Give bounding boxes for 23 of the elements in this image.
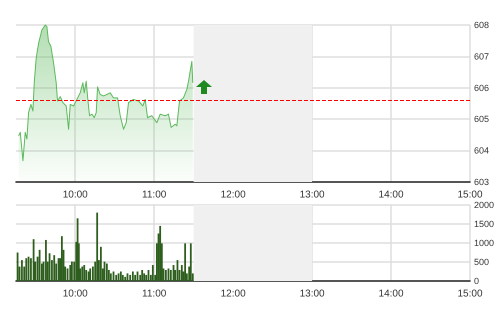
- y-tick-label: 500: [474, 257, 490, 267]
- y-tick-label: 2000: [474, 200, 494, 210]
- y-tick-label: 607: [474, 51, 490, 62]
- y-tick-label: 605: [474, 114, 490, 124]
- y-tick-label: 0: [474, 276, 480, 286]
- x-tick-label: 12:00: [220, 288, 246, 300]
- x-tick-label: 10:00: [62, 288, 88, 300]
- x-tick-label: 14:00: [378, 190, 404, 200]
- x-tick-label: 15:00: [457, 288, 483, 300]
- x-tick-label: 11:00: [142, 288, 167, 300]
- y-tick-label: 604: [474, 146, 490, 156]
- x-tick-label: 10:00: [62, 190, 88, 200]
- y-tick-label: 608: [474, 20, 490, 30]
- y-tick-label: 1500: [474, 219, 494, 229]
- y-tick-label: 1000: [474, 238, 494, 248]
- x-tick-label: 13:00: [300, 190, 326, 200]
- x-tick-label: 14:00: [378, 288, 404, 300]
- x-tick-label: 15:00: [457, 190, 483, 200]
- x-tick-label: 13:00: [300, 288, 326, 300]
- y-tick-label: 603: [474, 177, 490, 187]
- x-tick-label: 12:00: [220, 190, 246, 200]
- x-tick-label: 11:00: [142, 190, 167, 200]
- y-tick-label: 606: [474, 82, 490, 93]
